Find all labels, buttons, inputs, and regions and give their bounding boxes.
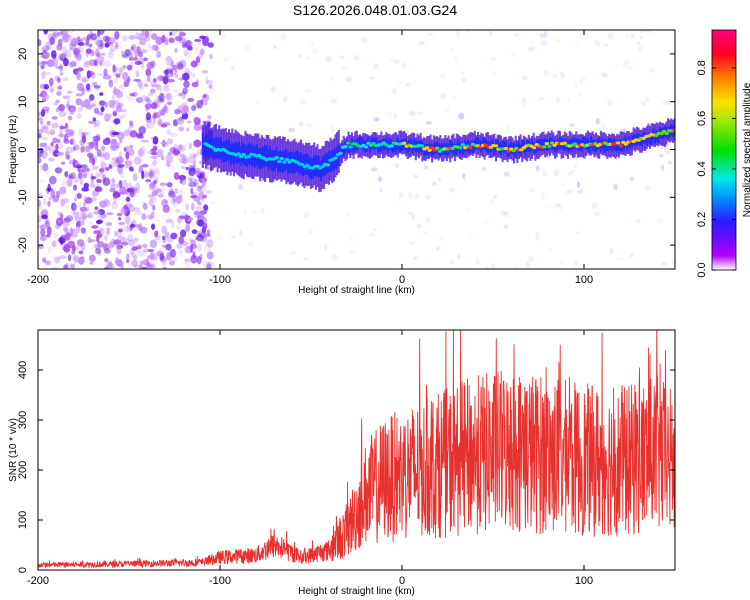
y-tick-label--10: -10: [17, 189, 29, 205]
x-tick-label--200: -200: [27, 274, 49, 286]
snr-x-tick-label-0: 0: [399, 575, 405, 587]
snr-x-axis-title: Height of straight line (km): [298, 586, 415, 597]
snr-y-tick-label-200: 200: [17, 461, 29, 479]
signal-band: [201, 118, 675, 193]
y-axis-title: Frequency (Hz): [8, 115, 19, 184]
snr-y-tick-label-400: 400: [17, 361, 29, 379]
figure-title: S126.2026.048.01.03.G24: [292, 2, 458, 18]
y-tick-label-10: 10: [17, 96, 29, 108]
snr-x-tick-label-100: 100: [575, 575, 593, 587]
colorbar-tick-label-4: 0.8: [696, 60, 708, 75]
colorbar-tick-label-3: 0.6: [696, 111, 708, 126]
noise-cloud: [38, 30, 675, 269]
y-tick-label-20: 20: [17, 48, 29, 60]
y-tick-label--20: -20: [17, 237, 29, 253]
colorbar-tick-label-1: 0.2: [696, 212, 708, 227]
snr-plot: -200 -100 0 100 0 100 200 300 400 Height of strai…: [8, 329, 676, 597]
colorbar-tick-label-0: 0.0: [696, 262, 708, 277]
spectrogram-image: [38, 30, 675, 269]
snr-x-tick-label--100: -100: [209, 575, 231, 587]
colorbar-gradient: [711, 29, 737, 271]
y-tick-label-0: 0: [17, 146, 29, 152]
x-tick-label-100: 100: [575, 274, 593, 286]
snr-y-tick-label-300: 300: [17, 411, 29, 429]
snr-series-line: [38, 330, 675, 569]
colorbar: 0.0 0.2 0.4 0.6 0.8 Normalized spectral ampli…: [696, 29, 750, 278]
x-tick-label--100: -100: [209, 274, 231, 286]
snr-y-axis-title: SNR (10 * v/v): [8, 418, 19, 482]
colorbar-label: Normalized spectral amplitude: [742, 82, 750, 217]
snr-y-tick-label-100: 100: [17, 511, 29, 529]
x-tick-label-0: 0: [399, 274, 405, 286]
snr-area: [38, 330, 675, 569]
snr-x-tick-label--200: -200: [27, 575, 49, 587]
snr-frame: [37, 329, 676, 571]
snr-y-tick-label-0: 0: [17, 567, 29, 573]
x-axis-title: Height of straight line (km): [298, 285, 415, 296]
colorbar-tick-label-2: 0.4: [696, 161, 708, 176]
